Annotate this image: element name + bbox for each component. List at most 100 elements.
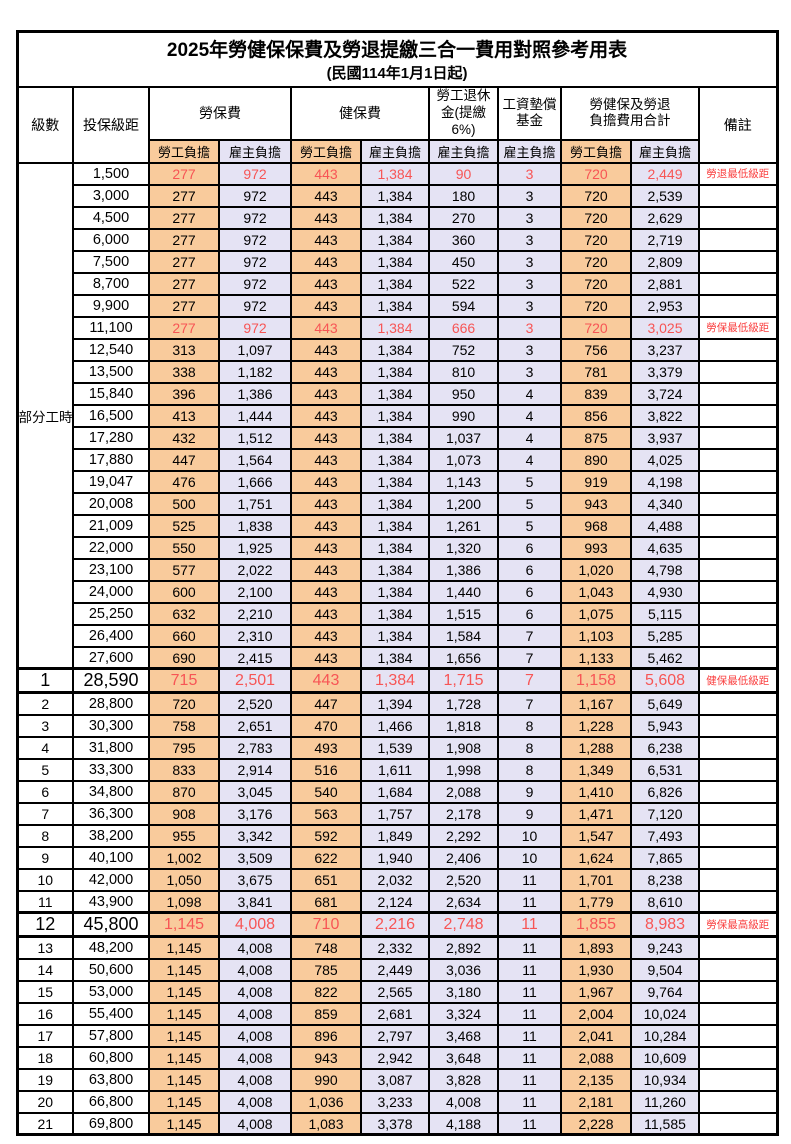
labor-employer-cell: 1,838 [218, 513, 292, 538]
total-employer-cell: 3,822 [630, 403, 700, 428]
fund-employer-cell: 6 [497, 557, 562, 582]
table-row: 7 36,300 908 3,176 563 1,757 2,178 9 1,4… [16, 801, 779, 826]
fund-employer-cell: 3 [497, 205, 562, 230]
table-row: 6 34,800 870 3,045 540 1,684 2,088 9 1,4… [16, 779, 779, 804]
health-employee-cell: 443 [290, 513, 362, 538]
table-row: 1 28,590 715 2,501 443 1,384 1,715 7 1,1… [16, 667, 779, 695]
pension-employer-cell: 1,515 [428, 601, 499, 626]
health-employer-cell: 3,087 [360, 1067, 430, 1092]
health-employee-cell: 443 [290, 205, 362, 230]
health-employee-cell: 822 [290, 979, 362, 1004]
total-employee-cell: 1,133 [560, 645, 632, 670]
bracket-cell: 23,100 [72, 557, 150, 582]
health-employee-cell: 443 [290, 667, 362, 695]
total-employer-cell: 10,934 [630, 1067, 700, 1092]
labor-employee-cell: 277 [148, 315, 220, 340]
health-employee-cell: 990 [290, 1067, 362, 1092]
pension-employer-cell: 180 [428, 183, 499, 208]
bracket-cell: 31,800 [72, 735, 150, 760]
level-cell: 14 [16, 957, 74, 982]
table-row: 24,000 600 2,100 443 1,384 1,440 6 1,043… [17, 579, 779, 604]
table-row: 2 28,800 720 2,520 447 1,394 1,728 7 1,1… [16, 691, 779, 716]
bracket-cell: 17,880 [72, 447, 150, 472]
health-employer-cell: 2,449 [360, 957, 430, 982]
total-employer-cell: 2,881 [630, 271, 700, 296]
fund-employer-cell: 8 [497, 757, 562, 782]
pension-employer-cell: 2,748 [428, 911, 499, 939]
labor-employee-cell: 432 [148, 425, 220, 450]
total-employee-cell: 781 [560, 359, 632, 384]
labor-employer-cell: 2,310 [218, 623, 292, 648]
bracket-cell: 20,008 [72, 491, 150, 516]
remark-cell [697, 183, 779, 208]
remark-cell [697, 1001, 779, 1026]
title-block: 2025年勞健保保費及勞退提繳三合一費用對照參考用表 (民國114年1月1日起) [15, 30, 779, 89]
total-employee-cell: 1,043 [560, 579, 632, 604]
health-employee-cell: 443 [290, 337, 362, 362]
labor-employer-cell: 2,501 [218, 667, 292, 695]
table-row: 17,880 447 1,564 443 1,384 1,073 4 890 4… [17, 447, 779, 472]
pension-employer-cell: 1,073 [428, 447, 499, 472]
header-total-employee: 勞工負擔 [560, 138, 632, 164]
pension-employer-cell: 270 [428, 205, 499, 230]
pension-employer-cell: 1,143 [428, 469, 499, 494]
fund-employer-cell: 6 [497, 535, 562, 560]
health-employer-cell: 1,384 [360, 645, 430, 670]
pension-employer-cell: 1,728 [428, 691, 499, 716]
labor-employee-cell: 1,145 [148, 957, 220, 982]
level-cell: 11 [16, 889, 74, 914]
fund-employer-cell: 3 [497, 183, 562, 208]
labor-employer-cell: 2,651 [218, 713, 292, 738]
remark-cell [697, 249, 779, 274]
total-employer-cell: 4,798 [630, 557, 700, 582]
total-employee-cell: 1,103 [560, 623, 632, 648]
labor-employer-cell: 2,415 [218, 645, 292, 670]
labor-employee-cell: 1,050 [148, 867, 220, 892]
health-employer-cell: 2,216 [360, 911, 430, 939]
table-row: 19,047 476 1,666 443 1,384 1,143 5 919 4… [17, 469, 779, 494]
pension-employer-cell: 1,261 [428, 513, 499, 538]
health-employee-cell: 443 [290, 535, 362, 560]
health-employee-cell: 592 [290, 823, 362, 848]
total-employer-cell: 4,930 [630, 579, 700, 604]
fund-employer-cell: 3 [497, 227, 562, 252]
health-employer-cell: 1,757 [360, 801, 430, 826]
labor-employer-cell: 1,666 [218, 469, 292, 494]
level-cell: 10 [16, 867, 74, 892]
labor-employee-cell: 447 [148, 447, 220, 472]
table-row: 12,540 313 1,097 443 1,384 752 3 756 3,2… [17, 337, 779, 362]
total-employer-cell: 3,724 [630, 381, 700, 406]
labor-employer-cell: 972 [218, 249, 292, 274]
total-employer-cell: 2,449 [630, 161, 700, 186]
bracket-cell: 4,500 [72, 205, 150, 230]
health-employee-cell: 443 [290, 623, 362, 648]
bracket-cell: 50,600 [72, 957, 150, 982]
bracket-cell: 13,500 [72, 359, 150, 384]
total-employer-cell: 10,609 [630, 1045, 700, 1070]
bracket-cell: 12,540 [72, 337, 150, 362]
table-row: 8,700 277 972 443 1,384 522 3 720 2,881 [17, 271, 779, 296]
labor-employer-cell: 2,914 [218, 757, 292, 782]
bracket-cell: 21,009 [72, 513, 150, 538]
labor-employer-cell: 4,008 [218, 979, 292, 1004]
health-employer-cell: 1,384 [360, 623, 430, 648]
table-row: 26,400 660 2,310 443 1,384 1,584 7 1,103… [17, 623, 779, 648]
fund-employer-cell: 11 [497, 957, 562, 982]
health-employee-cell: 443 [290, 227, 362, 252]
health-employee-cell: 443 [290, 557, 362, 582]
health-employee-cell: 443 [290, 491, 362, 516]
labor-employee-cell: 1,145 [148, 1111, 220, 1136]
pension-employer-cell: 360 [428, 227, 499, 252]
health-employer-cell: 2,124 [360, 889, 430, 914]
health-employee-cell: 443 [290, 315, 362, 340]
bracket-cell: 38,200 [72, 823, 150, 848]
bracket-cell: 17,280 [72, 425, 150, 450]
health-employer-cell: 1,384 [360, 447, 430, 472]
remark-cell [697, 469, 779, 494]
level-cell: 9 [16, 845, 74, 870]
labor-employer-cell: 1,182 [218, 359, 292, 384]
health-employee-cell: 748 [290, 935, 362, 960]
remark-cell [697, 381, 779, 406]
health-employer-cell: 1,940 [360, 845, 430, 870]
table-row: 27,600 690 2,415 443 1,384 1,656 7 1,133… [17, 645, 779, 670]
